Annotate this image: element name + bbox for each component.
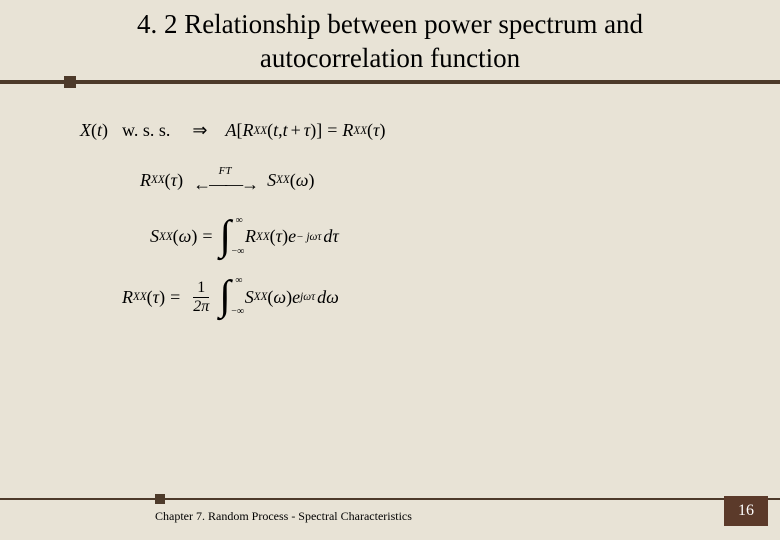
sym-omega: ω (273, 287, 286, 308)
sym-XX2: XX (276, 174, 290, 186)
sym-dtau: dτ (323, 226, 338, 247)
title-area: 4. 2 Relationship between power spectrum… (0, 0, 780, 76)
equation-4: R XX ( τ ) = 1 2π ∫ ∞ −∞ S XX ( ω ) e (122, 279, 385, 316)
sym-XX2: XX (254, 291, 268, 303)
int-lower: −∞ (231, 306, 244, 317)
sym-omega: ω (179, 226, 192, 247)
int-upper: ∞ (235, 275, 242, 286)
sym-omega: ω (296, 170, 309, 191)
content-area: X ( t ) w. s. s. ⇒ A [ R XX ( t , t + τ … (80, 120, 385, 340)
page-number: 16 (738, 502, 754, 520)
int-upper: ∞ (236, 215, 243, 226)
ft-arrow-icon: FT ←——→ (193, 165, 257, 195)
sym-eq: = (170, 287, 180, 308)
sym-e: e (288, 226, 296, 247)
footer-bullet-icon (155, 494, 165, 504)
integral-sign-wrap: ∫ ∞ −∞ (219, 279, 231, 315)
frac-den: 2π (189, 298, 213, 316)
sym-XX: XX (253, 125, 267, 137)
sym-R2: R (342, 120, 353, 141)
slide-title: 4. 2 Relationship between power spectrum… (100, 8, 680, 76)
sym-X: X (80, 120, 91, 141)
sym-rp3: ) (379, 120, 385, 141)
sym-S: S (267, 170, 276, 191)
sym-S: S (150, 226, 159, 247)
title-bullet-icon (64, 76, 76, 88)
sym-rp: ) (102, 120, 108, 141)
sym-rp: ) (177, 170, 183, 191)
title-rule (0, 80, 780, 84)
integral-icon: ∫ (220, 213, 232, 259)
footer-chapter: Chapter 7. Random Process - Spectral Cha… (155, 509, 412, 524)
ft-arrow-glyph: ←——→ (193, 174, 257, 195)
sym-exp: jωτ (300, 291, 315, 303)
sym-t3: t (283, 120, 288, 141)
sym-A: A (225, 120, 236, 141)
integral-block: ∫ ∞ −∞ (217, 279, 233, 315)
sym-XX2: XX (256, 231, 270, 243)
integral-icon: ∫ (219, 273, 231, 319)
sym-rp: ) (191, 226, 197, 247)
sym-rb: ] (316, 120, 322, 141)
sym-R: R (242, 120, 253, 141)
sym-e: e (292, 287, 300, 308)
fraction: 1 2π (189, 279, 213, 316)
sym-S: S (245, 287, 254, 308)
footer-rule (0, 498, 780, 500)
page-number-box: 16 (724, 496, 768, 526)
sym-plus: + (291, 120, 301, 141)
slide: 4. 2 Relationship between power spectrum… (0, 0, 780, 540)
equation-3: S XX ( ω ) = ∫ ∞ −∞ R XX ( τ ) e − jωτ d… (150, 219, 385, 255)
sym-R: R (245, 226, 256, 247)
sym-eq: = (202, 226, 212, 247)
sym-R: R (140, 170, 151, 191)
integral-block: ∫ ∞ −∞ (218, 219, 234, 255)
sym-eq: = (327, 120, 337, 141)
implies-icon: ⇒ (192, 120, 207, 141)
sym-domega: dω (317, 287, 339, 308)
equation-2: R XX ( τ ) FT ←——→ S XX ( ω ) (140, 165, 385, 195)
sym-exp: − jωτ (296, 231, 321, 243)
equation-1: X ( t ) w. s. s. ⇒ A [ R XX ( t , t + τ … (80, 120, 385, 141)
sym-R: R (122, 287, 133, 308)
sym-XX2: XX (353, 125, 367, 137)
frac-num: 1 (193, 279, 209, 298)
integral-sign-wrap: ∫ ∞ −∞ (220, 219, 232, 255)
sym-XX: XX (133, 291, 147, 303)
int-lower: −∞ (232, 246, 245, 257)
sym-rp2: ) (308, 170, 314, 191)
sym-XX: XX (151, 174, 165, 186)
wss-label: w. s. s. (122, 120, 170, 141)
sym-rp: ) (159, 287, 165, 308)
sym-XX: XX (159, 231, 173, 243)
